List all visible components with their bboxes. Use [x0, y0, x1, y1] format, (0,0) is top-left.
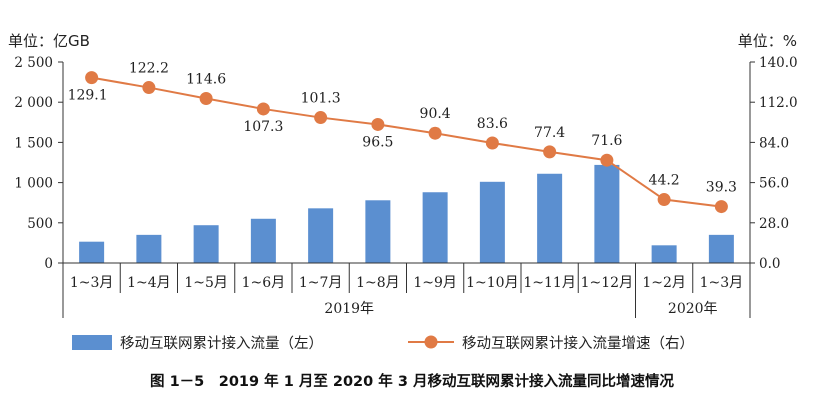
legend-line-marker	[424, 335, 438, 349]
legend-line-label: 移动互联网累计接入流量增速（右）	[462, 335, 694, 352]
year-label-1: 2019年	[324, 301, 374, 317]
growth-label-10: 71.6	[591, 133, 622, 149]
right-tick-label-5: 140.0	[759, 55, 798, 71]
legend-bar-label: 移动互联网累计接入流量（左）	[120, 335, 323, 352]
left-tick-label-3: 1 500	[14, 135, 53, 151]
growth-label-2: 122.2	[129, 61, 169, 77]
right-tick-label-3: 84.0	[759, 135, 789, 151]
bar-5	[308, 208, 334, 263]
right-axis-unit: 单位：%	[738, 32, 797, 50]
x-tick-label-10: 1~12月	[581, 275, 633, 291]
axes	[62, 62, 751, 318]
left-tick-label-5: 2 500	[14, 55, 53, 71]
bar-2	[136, 234, 162, 263]
growth-point-2	[142, 81, 156, 95]
bar-10	[594, 164, 620, 263]
growth-label-7: 90.4	[420, 106, 451, 122]
left-tick-label-0: 0	[44, 256, 53, 272]
bar-12	[708, 234, 734, 263]
legend: 移动互联网累计接入流量（左） 移动互联网累计接入流量增速（右）	[72, 335, 694, 352]
bar-series	[79, 164, 734, 263]
bar-1	[79, 241, 105, 263]
bar-6	[365, 200, 391, 263]
x-tick-label-7: 1~9月	[413, 275, 457, 291]
growth-label-1: 129.1	[68, 88, 108, 104]
year-label-2: 2020年	[668, 301, 718, 317]
bar-3	[193, 225, 219, 263]
left-tick-label-4: 2 000	[14, 95, 53, 111]
x-tick-label-9: 1~11月	[523, 275, 575, 291]
growth-point-8	[485, 136, 499, 150]
x-tick-label-4: 1~6月	[242, 275, 286, 291]
bar-8	[479, 181, 505, 263]
growth-point-11	[657, 193, 671, 207]
chart-caption: 图 1－5 2019 年 1 月至 2020 年 3 月移动互联网累计接入流量同…	[150, 372, 674, 390]
left-axis-unit: 单位：亿GB	[8, 32, 90, 50]
growth-point-7	[428, 126, 442, 140]
growth-point-1	[85, 71, 99, 85]
line-series: 129.1 122.2 114.6 107.3 101.3 96.5 90.4 83.6 77.…	[68, 61, 737, 214]
growth-label-6: 96.5	[362, 134, 393, 150]
right-tick-label-0: 0.0	[759, 256, 780, 272]
x-tick-label-11: 1~2月	[642, 275, 686, 291]
bar-7	[422, 192, 448, 263]
growth-point-12	[714, 200, 728, 214]
x-tick-label-3: 1~5月	[184, 275, 228, 291]
growth-label-9: 77.4	[534, 125, 565, 141]
growth-line	[91, 76, 722, 208]
x-tick-label-12: 1~3月	[700, 275, 744, 291]
x-tick-label-1: 1~3月	[70, 275, 114, 291]
right-tick-label-4: 112.0	[759, 95, 798, 111]
growth-point-6	[371, 117, 385, 131]
right-tick-label-1: 28.0	[759, 216, 789, 232]
growth-point-10	[600, 153, 614, 167]
axis-ticks: 0 500 1 000 1 500 2 000 2 500 0.0 28.0 56.0 84.0 1…	[14, 55, 797, 272]
legend-bar-swatch	[72, 335, 112, 350]
right-tick-label-2: 56.0	[759, 176, 789, 192]
growth-point-9	[543, 145, 557, 159]
left-tick-label-2: 1 000	[14, 176, 53, 192]
left-tick-label-1: 500	[27, 216, 53, 232]
bar-4	[250, 218, 276, 263]
growth-label-8: 83.6	[477, 116, 508, 132]
growth-point-3	[199, 91, 213, 105]
growth-label-5: 101.3	[301, 91, 341, 107]
growth-label-4: 107.3	[243, 119, 283, 135]
x-tick-label-8: 1~10月	[466, 275, 518, 291]
growth-label-12: 39.3	[706, 180, 737, 196]
growth-label-3: 114.6	[186, 71, 226, 87]
growth-label-11: 44.2	[649, 173, 680, 189]
x-tick-label-2: 1~4月	[127, 275, 171, 291]
x-tick-label-6: 1~8月	[356, 275, 400, 291]
x-axis-labels: 1~3月 1~4月 1~5月 1~6月 1~7月 1~8月 1~9月 1~10月 1~11月 1~…	[70, 275, 743, 317]
growth-point-4	[256, 102, 270, 116]
bar-11	[651, 245, 677, 263]
bar-9	[537, 173, 563, 263]
x-tick-label-5: 1~7月	[299, 275, 343, 291]
growth-point-5	[314, 111, 328, 125]
